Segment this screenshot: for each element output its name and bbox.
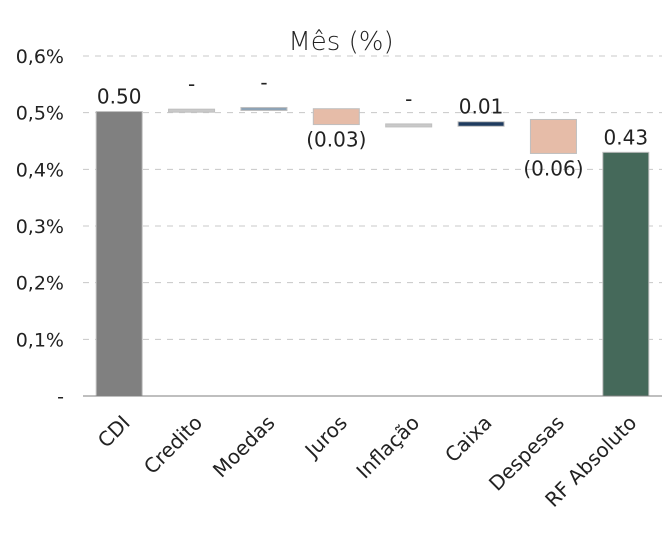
bar-caixa (457, 121, 505, 127)
data-label-0: 0.50 (97, 85, 142, 109)
bar-moedas (240, 106, 288, 111)
y-tick-label-6: 0,6% (16, 46, 64, 68)
chart-title: Mês (%) (288, 27, 393, 57)
y-axis-ticks: - 0,1% 0,2% 0,3% 0,4% 0,5% 0,6% (16, 46, 64, 408)
y-tick-label-1: 0,1% (16, 329, 64, 351)
category-label-0: CDI (93, 411, 135, 453)
category-label-2: Moedas (208, 411, 280, 483)
bar-despesas (529, 118, 577, 154)
data-label-7: 0.43 (604, 125, 649, 149)
bar-infla-o (385, 123, 433, 128)
bar-credito (168, 108, 216, 113)
data-label-2: - (260, 70, 267, 94)
gridlines (83, 55, 662, 340)
data-label-5: 0.01 (459, 95, 504, 119)
category-label-4: Inflação (351, 411, 424, 484)
data-label-6: (0.06) (523, 156, 583, 180)
category-label-3: Juros (299, 411, 352, 464)
data-label-1: - (188, 72, 195, 96)
data-label-4: - (405, 87, 412, 111)
y-tick-label-2: 0,2% (16, 273, 64, 295)
category-labels: CDI Credito Moedas Juros Inflação CaixaDespes… (93, 411, 642, 512)
bar-juros (312, 108, 360, 126)
bar-cdi (95, 111, 143, 397)
bar-rf-absoluto (602, 151, 650, 397)
y-tick-label-5: 0,5% (16, 103, 64, 125)
data-label-3: (0.03) (306, 128, 366, 152)
category-label-1: Credito (139, 411, 207, 479)
bars (95, 106, 650, 397)
category-label-5: Caixa (440, 411, 496, 467)
y-tick-label-4: 0,4% (16, 159, 64, 181)
data-labels: 0.50 - - (0.03) - 0.01 (0.06) 0.43 (97, 70, 648, 180)
y-tick-label-3: 0,3% (16, 216, 64, 238)
y-tick-label-0: - (57, 386, 64, 408)
